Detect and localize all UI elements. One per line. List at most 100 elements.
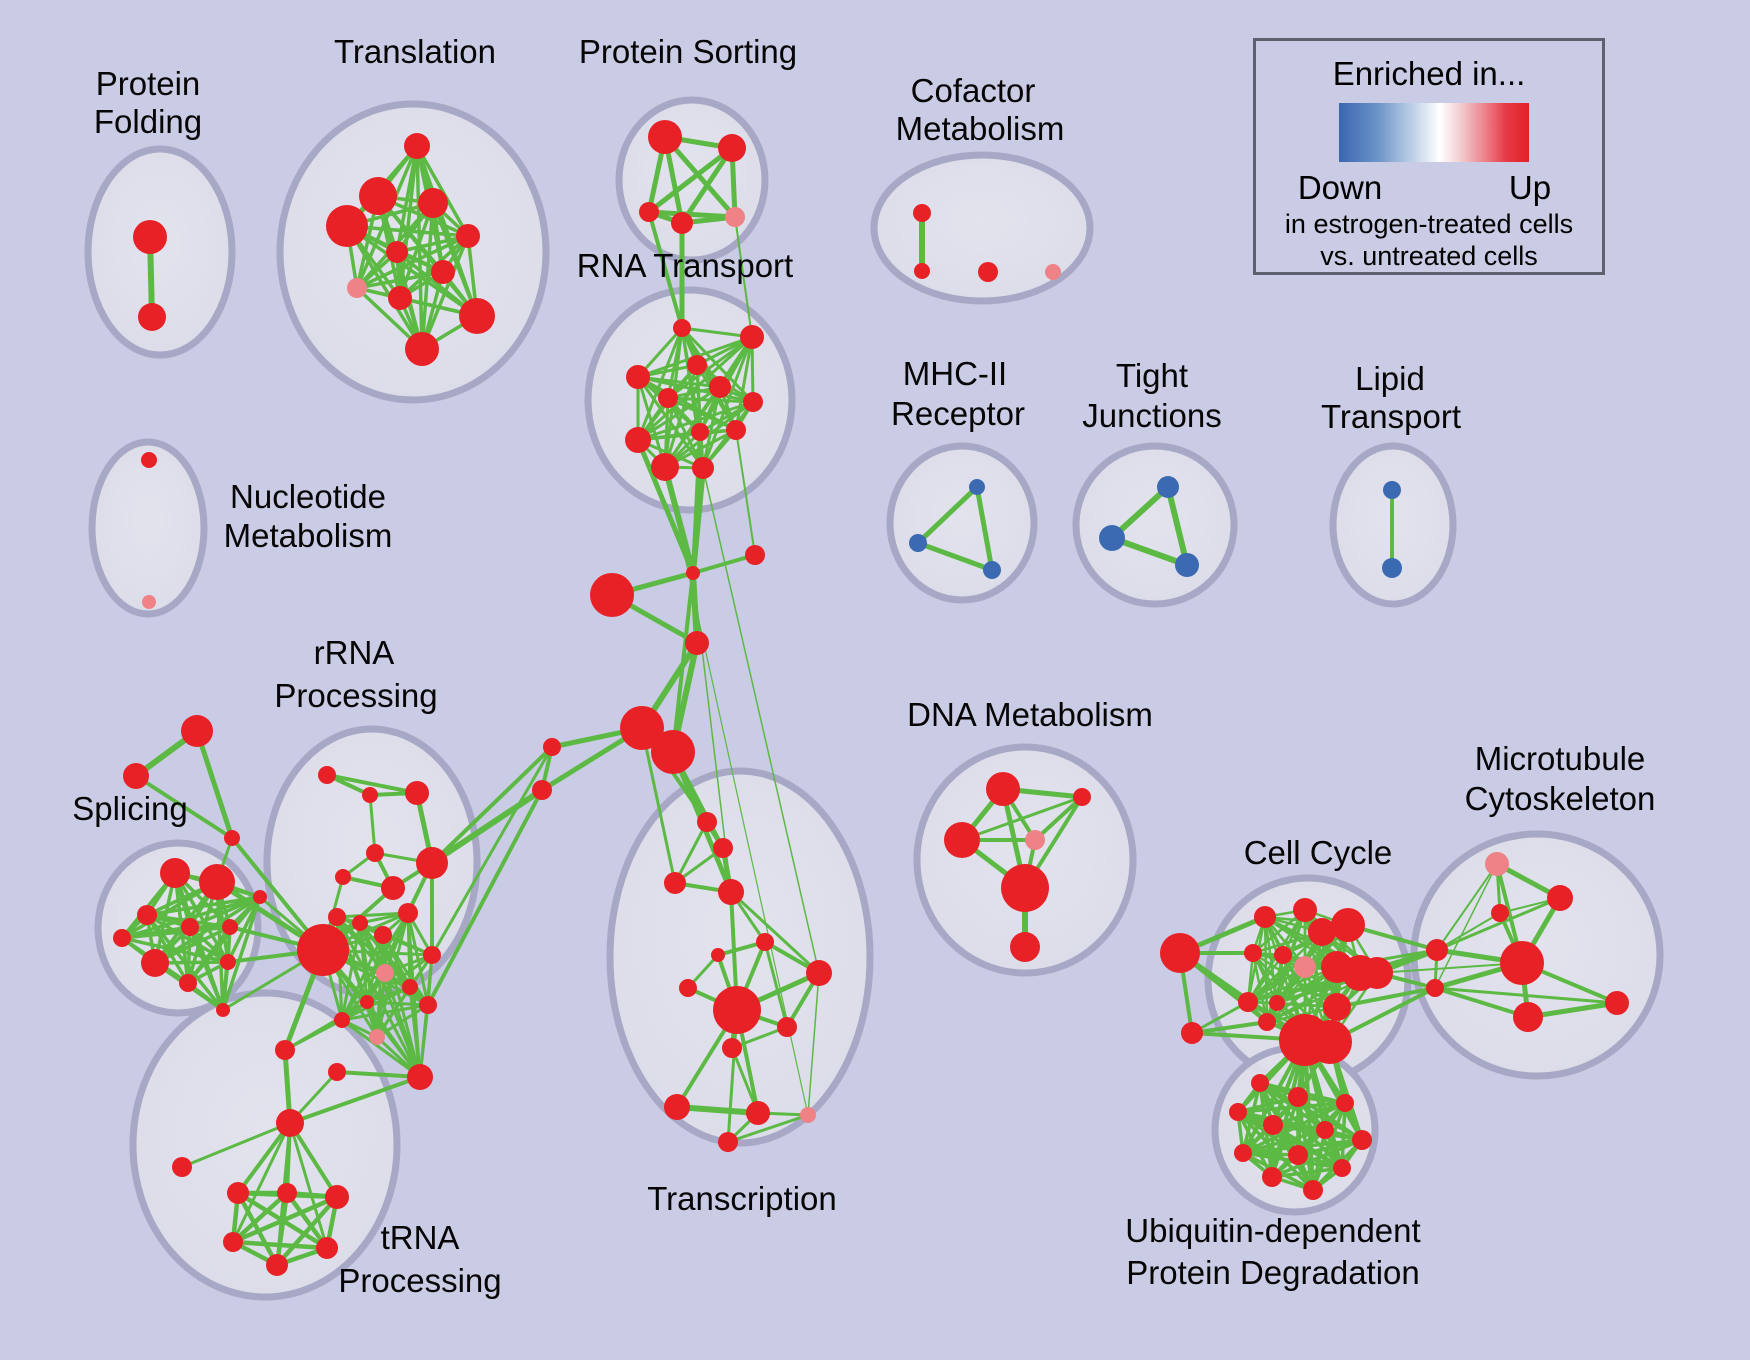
cluster-label-mhc-ii-receptor: MHC-II: [903, 355, 1007, 392]
node-rt3: [626, 365, 650, 389]
edge: [358, 921, 379, 1039]
node-c3: [685, 631, 709, 655]
edge: [355, 270, 445, 290]
node-ub9: [1352, 1130, 1372, 1150]
edge: [186, 895, 262, 985]
node-tx5: [756, 933, 774, 951]
cluster-label-protein-folding: Protein: [96, 65, 201, 102]
node-tx7: [679, 979, 697, 997]
edge: [701, 335, 754, 470]
node-mt5: [1513, 1002, 1543, 1032]
node-tr1: [227, 1182, 249, 1204]
node-rt10: [651, 453, 679, 481]
node-sp5: [222, 919, 238, 935]
node-cc12: [1269, 995, 1285, 1011]
edge: [395, 234, 470, 254]
node-rt6: [658, 388, 678, 408]
node-rt4: [687, 355, 707, 375]
node-c2: [745, 545, 765, 565]
node-nm1: [141, 452, 157, 468]
node-ps5: [725, 207, 745, 227]
node-ccr1: [1426, 939, 1448, 961]
cluster-label-rrna-processing: Processing: [274, 677, 437, 714]
node-ub6: [1316, 1121, 1334, 1139]
edge: [381, 933, 430, 1007]
node-tx1: [697, 812, 717, 832]
node-ub12: [1333, 1159, 1351, 1177]
node-pf1: [133, 220, 167, 254]
cluster-label-microtubule-cytoskeleton: Cytoskeleton: [1465, 780, 1656, 817]
cluster-ellipse-transcription: [606, 767, 874, 1147]
legend-gradient-bar: [1339, 103, 1529, 162]
cluster-label-ubiquitin-degradation: Protein Degradation: [1126, 1254, 1420, 1291]
edge: [325, 773, 419, 795]
edge: [284, 1190, 330, 1251]
edge: [194, 728, 235, 841]
node-m2: [909, 534, 927, 552]
node-cc1: [1254, 906, 1276, 928]
node-ccL2: [1181, 1022, 1203, 1044]
edge: [231, 1121, 292, 1244]
node-tx4: [718, 879, 744, 905]
edge: [340, 1003, 430, 1022]
node-cc11: [1238, 992, 1258, 1012]
node-ps2: [718, 134, 746, 162]
node-rr1: [318, 766, 336, 784]
edge: [120, 936, 230, 964]
node-sp4: [181, 918, 199, 936]
edge: [340, 911, 410, 1022]
node-tx2: [713, 838, 733, 858]
legend-down-label: Down: [1297, 169, 1383, 206]
edge: [960, 795, 1084, 842]
edge: [680, 326, 755, 404]
node-cf2: [914, 263, 930, 279]
node-rr4: [416, 847, 448, 879]
node-ub1: [1251, 1074, 1269, 1092]
node-tr3: [325, 1185, 349, 1209]
edge: [335, 911, 410, 919]
node-rre: [423, 946, 441, 964]
edge: [221, 895, 262, 1012]
node-lt2: [1382, 558, 1402, 578]
edge: [726, 1113, 810, 1144]
edge: [153, 895, 262, 965]
edge: [702, 467, 820, 974]
edge: [734, 216, 753, 338]
node-tx11: [722, 1038, 742, 1058]
edge: [640, 726, 677, 885]
cluster-label-nucleotide-metabolism: Nucleotide: [230, 478, 386, 515]
cluster-label-dna-metabolism: DNA Metabolism: [907, 696, 1153, 733]
cluster-label-lipid-transport: Transport: [1321, 398, 1461, 435]
node-cchub2: [1308, 1020, 1352, 1064]
edge: [915, 484, 980, 546]
edge: [383, 971, 422, 1079]
node-p1: [543, 738, 561, 756]
cluster-ellipse-cofactor-metabolism: [870, 151, 1094, 305]
edge: [340, 933, 385, 1022]
edge: [674, 1104, 761, 1116]
node-mt6: [1605, 991, 1629, 1015]
node-sp3: [137, 905, 157, 925]
node-cc2: [1293, 898, 1317, 922]
node-rt9: [625, 427, 651, 453]
cluster-ellipse-mhc-ii-receptor: [886, 442, 1038, 604]
node-ccr2: [1426, 979, 1444, 997]
node-rrhub: [297, 924, 349, 976]
cluster-label-cofactor-metabolism: Metabolism: [896, 110, 1065, 147]
node-m1: [969, 479, 985, 495]
cluster-ellipse-nucleotide-metabolism: [88, 438, 208, 618]
node-tr4: [223, 1232, 243, 1252]
node-sp2: [199, 864, 235, 900]
edge: [340, 1018, 422, 1079]
edge: [636, 385, 722, 442]
edge: [636, 326, 684, 442]
node-d6: [1010, 932, 1040, 962]
edge: [662, 464, 696, 576]
node-tj2: [1099, 525, 1125, 551]
legend-up-label: Up: [1508, 169, 1552, 206]
node-tr2: [277, 1183, 297, 1203]
edge: [1433, 986, 1530, 1019]
edge: [1436, 912, 1501, 951]
node-d4: [1025, 830, 1045, 850]
